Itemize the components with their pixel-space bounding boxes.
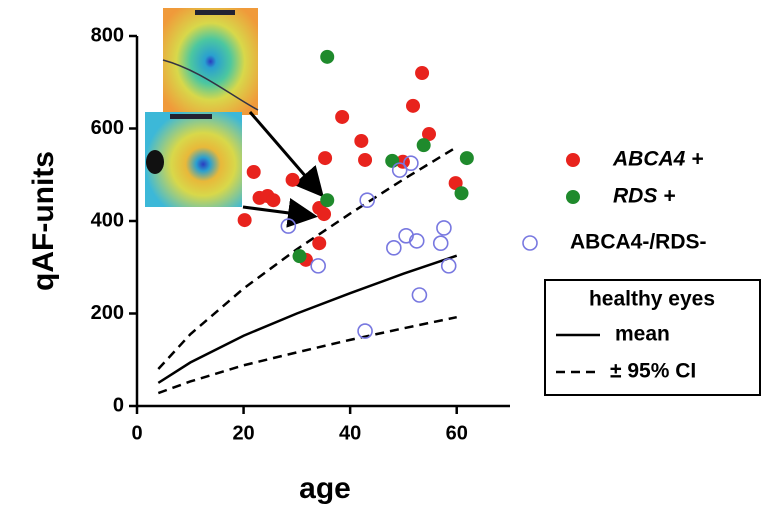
data-point xyxy=(415,66,430,80)
data-point xyxy=(354,133,369,148)
data-point xyxy=(454,186,469,201)
data-point xyxy=(385,153,400,168)
curve-legend-box xyxy=(544,279,761,396)
legend-marker xyxy=(566,190,580,204)
vessel xyxy=(162,59,259,111)
data-point xyxy=(357,323,373,339)
legend-label: RDS + xyxy=(613,185,675,208)
data-point xyxy=(320,193,335,208)
data-point xyxy=(432,235,449,251)
data-point xyxy=(318,151,333,166)
x-tick-label: 60 xyxy=(446,422,468,444)
y-tick-label: 0 xyxy=(113,394,124,416)
legend-marker xyxy=(522,235,538,251)
data-point xyxy=(391,162,408,178)
data-point xyxy=(358,152,373,167)
legend-marker xyxy=(566,153,580,167)
data-point xyxy=(408,233,425,249)
data-point xyxy=(359,192,375,208)
y-tick-label: 600 xyxy=(91,117,124,139)
inset-images xyxy=(145,8,324,228)
data-point xyxy=(422,127,437,142)
image-scale xyxy=(170,114,212,119)
data-point xyxy=(280,218,297,234)
data-point xyxy=(285,172,300,187)
data-point xyxy=(440,258,457,274)
data-point xyxy=(320,49,335,64)
y-tick-label: 200 xyxy=(91,302,124,324)
ci-lower-curve xyxy=(157,315,457,395)
legend-label: mean xyxy=(615,323,670,346)
data-point xyxy=(386,240,402,256)
y-tick-label: 400 xyxy=(91,209,124,231)
retina-image xyxy=(163,8,258,115)
data-point xyxy=(436,220,452,236)
legend-label: ± 95% CI xyxy=(610,360,696,383)
data-point xyxy=(237,213,252,228)
arrow xyxy=(248,111,324,198)
x-tick-label: 20 xyxy=(232,422,254,444)
x-tick-label: 40 xyxy=(339,422,361,444)
x-axis-title: age xyxy=(299,472,351,505)
ci-upper-curve xyxy=(157,145,458,370)
arrow xyxy=(242,198,318,228)
data-point xyxy=(448,176,463,191)
data-point xyxy=(312,236,327,251)
curve-legend-title: healthy eyes xyxy=(589,288,715,311)
y-axis-title: qAF-units xyxy=(27,151,60,291)
x-tick-label: 0 xyxy=(131,422,142,444)
optic-disc xyxy=(146,150,164,174)
data-point xyxy=(292,249,307,264)
image-scale xyxy=(195,10,235,15)
data-point xyxy=(317,207,332,222)
data-point xyxy=(335,109,350,124)
mean-curve xyxy=(157,254,458,384)
data-point xyxy=(459,151,474,166)
legend-label: ABCA4-/RDS- xyxy=(570,231,707,254)
data-point xyxy=(416,138,431,153)
data-point xyxy=(406,98,421,113)
data-point xyxy=(246,164,261,179)
data-point xyxy=(403,155,419,171)
y-tick-label: 800 xyxy=(91,24,124,46)
data-point xyxy=(411,287,428,303)
legend-label: ABCA4 + xyxy=(612,148,703,171)
data-point xyxy=(310,258,326,274)
data-point xyxy=(266,193,281,208)
